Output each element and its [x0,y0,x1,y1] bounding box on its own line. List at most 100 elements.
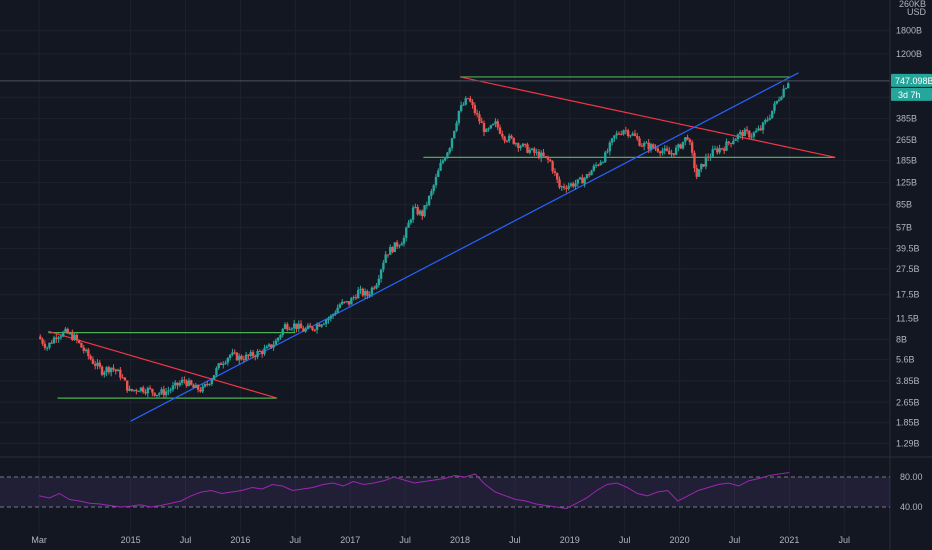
candle[interactable] [475,109,479,118]
candle[interactable] [286,322,289,332]
candle[interactable] [329,314,332,322]
candle[interactable] [288,326,291,331]
candle[interactable] [402,235,406,247]
candle[interactable] [519,144,522,151]
candle[interactable] [697,169,701,177]
candle[interactable] [713,145,717,151]
candle[interactable] [594,162,598,169]
candle[interactable] [773,101,776,114]
candle[interactable] [450,137,454,152]
candle[interactable] [722,146,726,155]
candle[interactable] [233,349,236,355]
candle[interactable] [171,381,175,392]
candle[interactable] [50,340,53,344]
candle[interactable] [530,147,534,151]
candle[interactable] [324,318,328,328]
candle[interactable] [549,158,552,162]
candle[interactable] [208,383,211,387]
candle[interactable] [249,349,252,358]
candle[interactable] [780,95,783,101]
candle[interactable] [464,96,467,106]
candle[interactable] [279,334,282,340]
candle[interactable] [626,128,630,139]
candle[interactable] [64,327,67,333]
candle[interactable] [743,127,746,137]
candle[interactable] [569,182,573,188]
candle[interactable] [656,145,660,153]
candle[interactable] [494,118,497,128]
candle[interactable] [553,168,557,177]
candle[interactable] [434,173,438,189]
candle[interactable] [432,184,435,195]
candle[interactable] [206,380,209,387]
candle[interactable] [560,185,563,191]
candle[interactable] [661,147,664,156]
candle[interactable] [151,388,154,397]
candle[interactable] [75,333,79,344]
candle[interactable] [59,334,63,340]
candle[interactable] [787,82,790,89]
candle[interactable] [679,143,682,150]
candle[interactable] [400,241,403,246]
candle[interactable] [45,346,49,351]
candle[interactable] [357,286,360,299]
candle[interactable] [681,141,685,150]
candle[interactable] [73,333,76,341]
candle[interactable] [771,110,774,119]
candle[interactable] [283,322,287,330]
candle[interactable] [199,386,202,393]
candle[interactable] [668,146,671,155]
candle[interactable] [624,126,628,135]
candle[interactable] [132,389,136,393]
candle[interactable] [674,144,678,156]
candle[interactable] [453,130,456,139]
candle[interactable] [556,172,559,184]
candle[interactable] [608,140,612,156]
candle[interactable] [276,337,280,343]
candle[interactable] [784,87,788,90]
candle[interactable] [196,384,200,393]
candle[interactable] [491,123,495,126]
candle[interactable] [427,195,431,207]
candle[interactable] [546,155,550,164]
candle[interactable] [670,149,673,158]
candle[interactable] [39,334,42,340]
candle[interactable] [139,387,143,393]
candle[interactable] [597,163,600,167]
candle[interactable] [507,133,511,143]
candle[interactable] [469,95,472,103]
candle[interactable] [775,100,778,105]
candle[interactable] [377,274,381,288]
candle[interactable] [242,355,246,363]
candle[interactable] [384,251,387,264]
candle[interactable] [148,385,152,391]
candle[interactable] [379,268,383,283]
candle[interactable] [167,386,170,396]
candle[interactable] [43,340,47,351]
candle[interactable] [80,342,83,348]
candle[interactable] [192,383,195,388]
candle[interactable] [686,134,689,141]
candle[interactable] [295,323,298,333]
candle[interactable] [160,387,163,396]
candle[interactable] [162,385,166,398]
candle[interactable] [732,137,735,145]
candle[interactable] [290,327,294,332]
candle[interactable] [539,150,543,163]
candle[interactable] [512,137,515,145]
candle[interactable] [190,379,193,386]
candle[interactable] [267,343,271,348]
candle[interactable] [228,353,232,361]
candle[interactable] [235,351,239,361]
rsi-pane[interactable]: 80.00 40.00 [0,456,932,512]
candle[interactable] [212,374,216,380]
candle[interactable] [503,135,506,144]
candle[interactable] [567,182,570,191]
candle[interactable] [320,324,323,328]
candle[interactable] [766,116,769,123]
candle[interactable] [155,394,159,399]
candle[interactable] [409,218,413,225]
candle[interactable] [706,153,710,162]
candle[interactable] [610,137,614,146]
candle[interactable] [473,102,477,116]
